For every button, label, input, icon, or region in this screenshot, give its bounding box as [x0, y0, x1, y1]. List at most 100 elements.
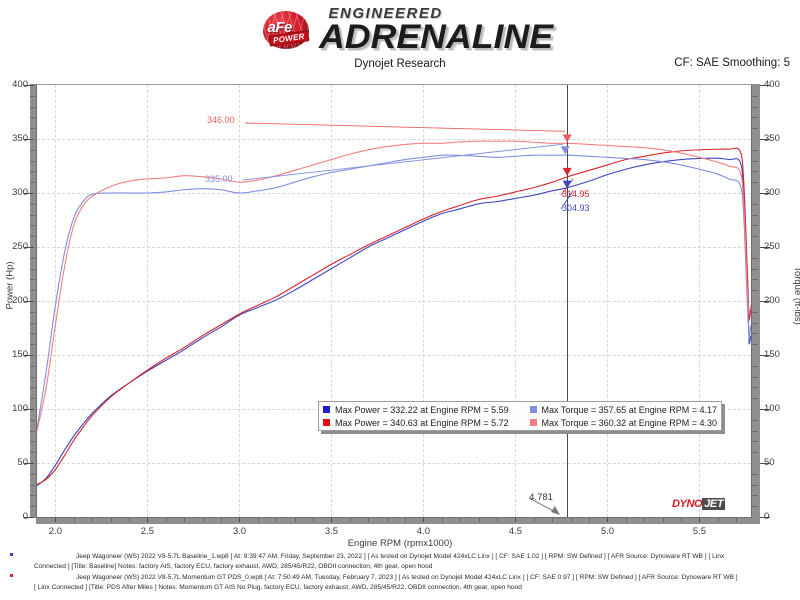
- axis-minor-tickmark: [441, 516, 443, 522]
- axis-minor-tickmark: [30, 484, 35, 486]
- axis-minor-tickmark: [460, 516, 462, 522]
- axis-minor-tickmark: [276, 516, 278, 522]
- axis-minor-tickmark: [30, 322, 35, 324]
- axis-minor-tickmark: [30, 473, 35, 475]
- axis-minor-tickmark: [129, 516, 130, 522]
- curve-baseline-power: [37, 157, 750, 487]
- run-info-momentum: Jeep Wagoneer (WS) 2022 V8-5.7L Momentum…: [0, 573, 800, 592]
- axis-minor-tickmark: [752, 182, 758, 184]
- axis-minor-tickmark: [752, 106, 758, 108]
- cursor-value-label: 4.781: [529, 492, 553, 503]
- axis-minor-tickmark: [752, 311, 758, 313]
- legend-label: Max Power = 340.63 at Engine RPM = 5.72: [335, 417, 509, 428]
- legend-row: Max Power = 340.63 at Engine RPM = 5.72 …: [323, 416, 717, 429]
- axis-minor-tickmark: [552, 516, 554, 522]
- axis-minor-tickmark: [30, 279, 35, 281]
- x-axis-title: Engine RPM (rpmx1000): [347, 538, 453, 549]
- x-axis-tick-label: 5.0: [600, 526, 615, 537]
- axis-minor-tickmark: [570, 516, 572, 522]
- axis-minor-tickmark: [30, 203, 35, 205]
- axis-minor-tickmark: [30, 225, 35, 227]
- axis-tickmark: [760, 301, 770, 302]
- legend-swatch-icon: [529, 419, 537, 426]
- axis-minor-tickmark: [30, 128, 35, 130]
- axis-minor-tickmark: [30, 333, 35, 335]
- axis-minor-tickmark: [30, 182, 35, 184]
- dyno-curves: [37, 140, 751, 487]
- legend-swatch-icon: [323, 406, 330, 413]
- gridline-vertical: [699, 85, 701, 517]
- axis-minor-tickmark: [752, 452, 758, 454]
- cursor-line[interactable]: [567, 85, 569, 517]
- axis-minor-tickmark: [30, 419, 35, 421]
- axis-minor-tickmark: [752, 257, 758, 259]
- axis-minor-tickmark: [752, 376, 758, 378]
- axis-tickmark: [24, 355, 34, 356]
- legend-label: Max Torque = 357.65 at Engine RPM = 4.17: [541, 404, 717, 415]
- dynojet-watermark-white: JET: [702, 498, 726, 510]
- axis-minor-tickmark: [386, 516, 388, 522]
- axis-minor-tickmark: [752, 236, 758, 238]
- axis-tickmark: [24, 463, 34, 464]
- axis-minor-tickmark: [30, 376, 35, 378]
- axis-tickmark: [24, 517, 34, 518]
- axis-minor-tickmark: [30, 257, 35, 259]
- x-axis-tick-label: 2.5: [140, 526, 155, 537]
- axis-tickmark: [760, 517, 770, 518]
- gridline-horizontal: [37, 139, 751, 140]
- axis-minor-tickmark: [92, 516, 94, 522]
- axis-minor-tickmark: [30, 430, 35, 432]
- axis-minor-tickmark: [30, 171, 35, 173]
- axis-tickmark: [760, 355, 770, 356]
- axis-minor-tickmark: [752, 117, 758, 119]
- axis-minor-tickmark: [717, 516, 719, 522]
- axis-tickmark: [760, 247, 770, 248]
- y2-axis-tick-label: 0: [764, 511, 794, 522]
- gridline-horizontal: [37, 193, 751, 194]
- plot-area[interactable]: 346.00 335.00 314.95 304.93: [36, 84, 752, 518]
- axis-minor-tickmark: [752, 268, 758, 270]
- run-info-line: Connected ] [Title: Baseline] Notes: fac…: [34, 562, 433, 570]
- y-axis-tick-label: 50: [17, 457, 28, 468]
- axis-minor-tickmark: [752, 225, 758, 227]
- legend-entry-torque-momentum: Max Torque = 360.32 at Engine RPM = 4.30: [529, 417, 717, 428]
- axis-minor-tickmark: [497, 516, 499, 522]
- gridline-vertical: [607, 85, 609, 517]
- x-axis-tick-label: 5.5: [692, 526, 707, 537]
- axis-minor-tickmark: [30, 441, 35, 443]
- x-axis-tick-label: 4.5: [508, 526, 523, 537]
- cf-smoothing-label: CF: SAE Smoothing: 5: [674, 57, 790, 69]
- curve-tail: [748, 305, 751, 315]
- axis-minor-tickmark: [30, 95, 35, 97]
- axis-minor-tickmark: [752, 290, 758, 292]
- axis-minor-tickmark: [30, 344, 35, 346]
- axis-minor-tickmark: [221, 516, 223, 522]
- legend-label: Max Torque = 360.32 at Engine RPM = 4.30: [541, 417, 717, 428]
- y-axis-tick-label: 0: [2, 511, 28, 522]
- y-axis-tick-label: 150: [12, 349, 28, 360]
- chart-legend: Max Power = 332.22 at Engine RPM = 5.59 …: [318, 401, 722, 431]
- axis-minor-tickmark: [30, 117, 35, 119]
- power-red-annotation: 314.95: [562, 189, 590, 199]
- curve-tail: [748, 335, 751, 345]
- y-axis-tick-label: 100: [12, 403, 28, 414]
- gridline-vertical: [423, 85, 425, 517]
- axis-tickmark: [760, 463, 770, 464]
- axis-tickmark: [24, 409, 34, 410]
- axis-minor-tickmark: [681, 516, 683, 522]
- axis-minor-tickmark: [30, 495, 35, 497]
- axis-minor-tickmark: [752, 398, 758, 400]
- brand-header: aFe POWER ENGINEERED ADRENALINE: [0, 6, 800, 54]
- axis-minor-tickmark: [165, 516, 167, 522]
- run-info-line: Jeep Wagoneer (WS) 2022 V8-5.7L Momentum…: [76, 574, 738, 581]
- curve-tail: [748, 309, 751, 321]
- run-info-line: [ Linx Connected ] [Title: PDS After Mil…: [34, 583, 522, 591]
- run-bullet-icon: [10, 574, 13, 577]
- axis-tickmark: [24, 193, 34, 194]
- y-axis-tick-label: 250: [12, 241, 28, 252]
- legend-entry-power-baseline: Max Power = 332.22 at Engine RPM = 5.59: [323, 405, 530, 415]
- y2-axis-tick-label: 50: [764, 457, 794, 468]
- torque-blue-annotation: 335.00: [205, 174, 233, 184]
- axis-minor-tickmark: [30, 398, 35, 400]
- axis-minor-tickmark: [752, 365, 758, 367]
